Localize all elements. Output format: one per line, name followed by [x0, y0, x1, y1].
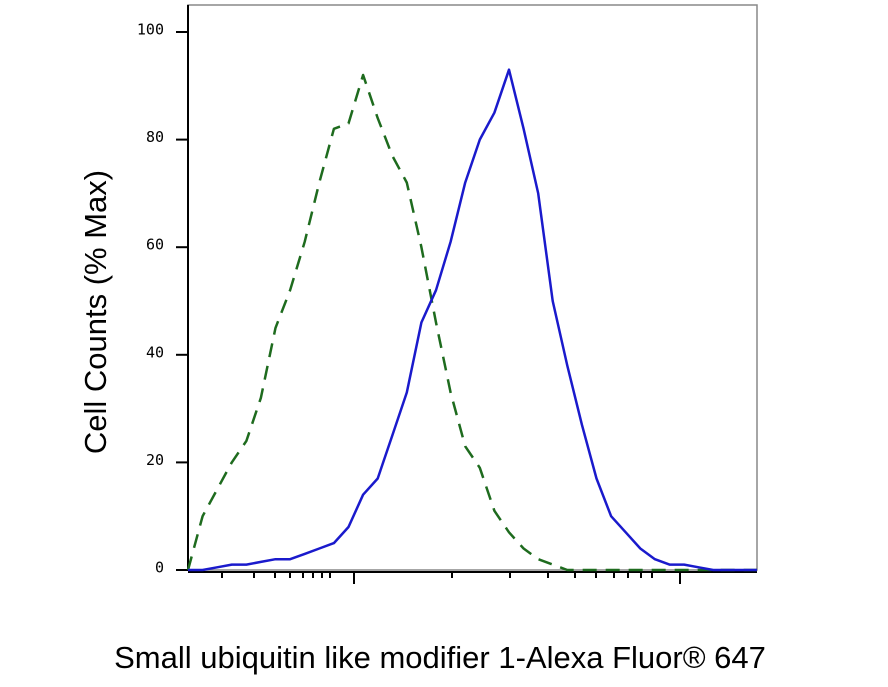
y-axis-label: Cell Counts (% Max) — [78, 170, 113, 454]
y-tick-label: 80 — [146, 128, 164, 146]
y-tick-label: 20 — [146, 451, 164, 469]
y-tick-label: 0 — [155, 559, 164, 577]
x-axis-label: Small ubiquitin like modifier 1-Alexa Fl… — [114, 640, 766, 675]
series-line — [188, 68, 757, 572]
y-tick-label: 40 — [146, 343, 164, 361]
y-tick-label: 100 — [137, 21, 164, 39]
plot-frame — [187, 4, 758, 571]
y-tick-label: 60 — [146, 236, 164, 254]
series-line — [186, 73, 757, 572]
